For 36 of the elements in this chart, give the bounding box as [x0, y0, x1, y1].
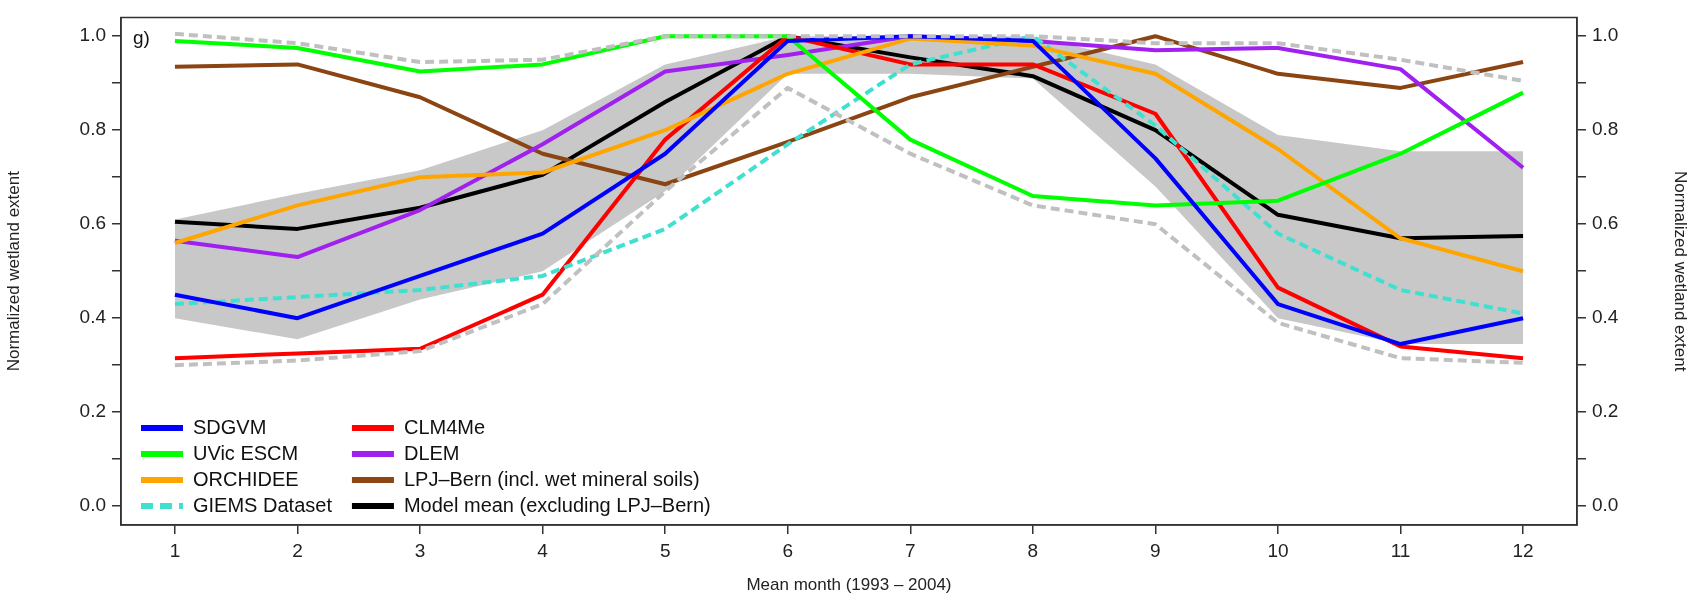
- x-tick-label: 1: [169, 539, 181, 561]
- y2-tick-label: 0.8: [1592, 118, 1619, 140]
- y2-tick-label: 0.2: [1592, 400, 1619, 422]
- x-tick-label: 2: [292, 539, 303, 561]
- y-tick-label: 0.2: [79, 400, 106, 422]
- x-tick-label: 6: [782, 539, 794, 561]
- legend-label: SDGVM: [193, 415, 267, 438]
- x-tick-label: 12: [1512, 539, 1534, 561]
- x-tick-label: 7: [904, 539, 916, 561]
- legend-label: ORCHIDEE: [193, 467, 299, 490]
- legend-label: CLM4Me: [403, 415, 486, 438]
- legend-label: LPJ–Bern (incl. wet mineral soils): [403, 467, 700, 490]
- x-tick-label: 4: [537, 539, 549, 561]
- y-tick-label: 0.0: [79, 494, 106, 516]
- x-tick-label: 9: [1150, 539, 1161, 561]
- x-axis-title: Mean month (1993 – 2004): [746, 575, 952, 595]
- x-tick-label: 10: [1267, 539, 1289, 561]
- legend-label: Model mean (excluding LPJ–Bern): [403, 493, 711, 516]
- x-tick-label: 11: [1390, 539, 1411, 561]
- legend-label: GIEMS Dataset: [193, 493, 333, 516]
- x-tick-label: 5: [659, 539, 671, 561]
- legend-label: UVic ESCM: [193, 441, 299, 464]
- y2-tick-label: 0.6: [1592, 212, 1619, 234]
- y2-tick-label: 0.4: [1592, 306, 1619, 328]
- y-tick-label: 0.6: [79, 212, 106, 234]
- y2-tick-label: 0.0: [1592, 494, 1619, 516]
- x-tick-label: 3: [414, 539, 426, 561]
- y-tick-label: 0.4: [79, 306, 107, 328]
- annotation: g): [133, 27, 150, 49]
- y2-tick-label: 1.0: [1592, 24, 1619, 46]
- y2-axis-title: Normalized wetland extent: [1671, 171, 1691, 372]
- y-tick-label: 0.8: [79, 118, 106, 140]
- legend-label: DLEM: [403, 441, 460, 464]
- x-tick-label: 8: [1027, 539, 1039, 561]
- y-axis-title: Normalized wetland extent: [3, 170, 23, 372]
- y-tick-label: 1.0: [79, 24, 106, 46]
